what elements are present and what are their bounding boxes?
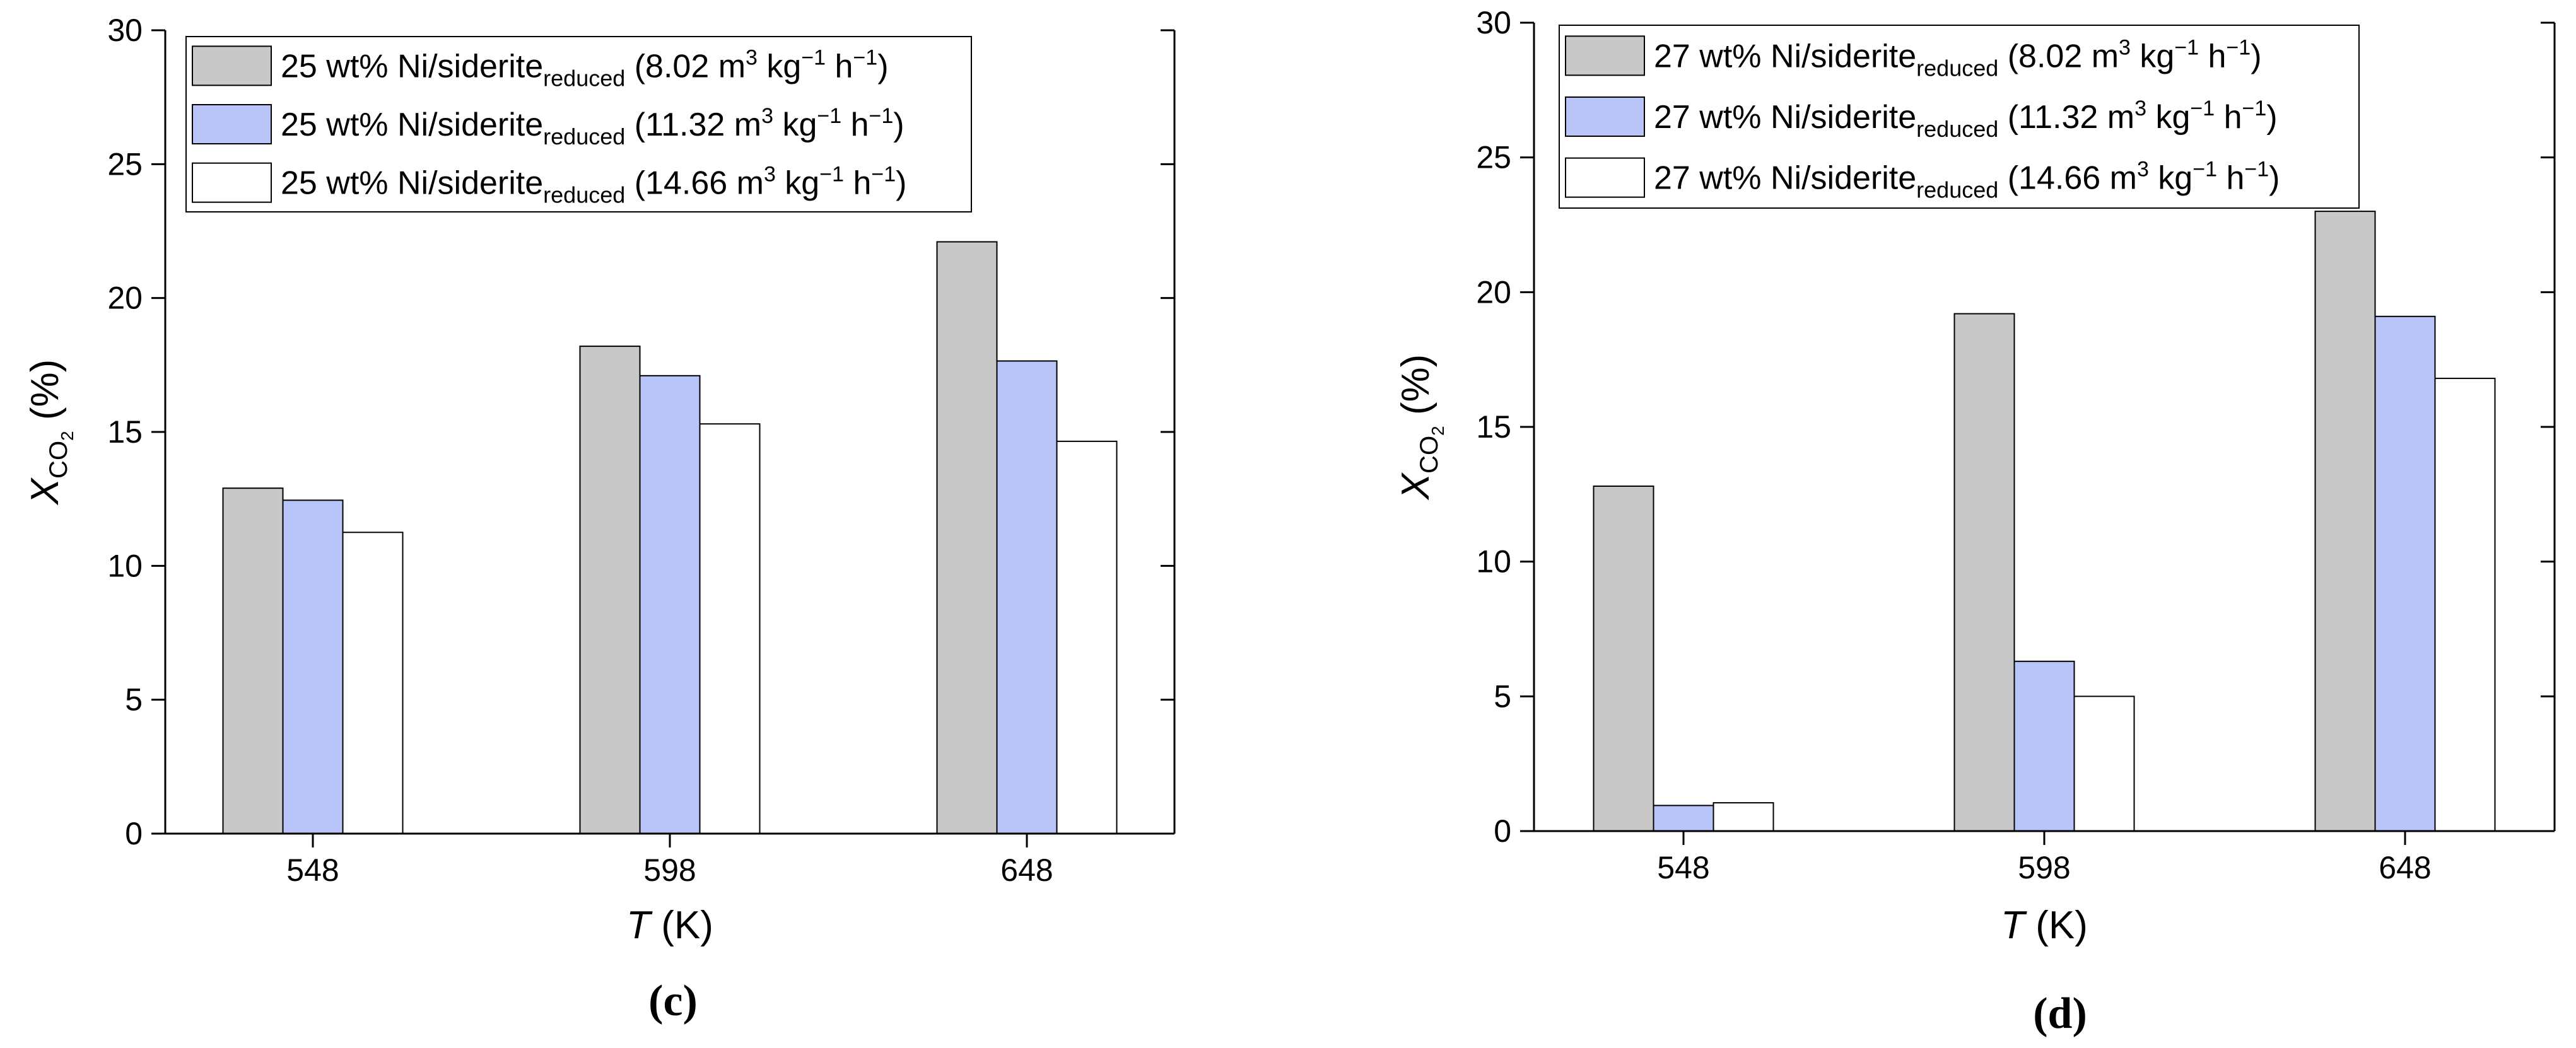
x-axis-unit: (K) xyxy=(661,904,713,947)
legend-entry-1: 27 wt% Ni/sideritereduced (8.02 m3 kg−1 … xyxy=(1654,35,2262,81)
legend-rate: 14.66 xyxy=(2018,160,2100,197)
x-tick-label: 548 xyxy=(1657,850,1709,885)
legend-swatch-3 xyxy=(1565,157,1645,198)
y-tick-label: 25 xyxy=(1476,140,1511,175)
legend-subscript: reduced xyxy=(543,182,625,208)
legend-swatch-2 xyxy=(1565,96,1645,137)
bar-series2-548 xyxy=(1653,805,1714,832)
chart-panel-0: 0 5 10 15 20 25 30 548 598 648 T (K) XCO2 (%) 25 wt%… xyxy=(23,13,1176,1025)
legend-rate: 8.02 xyxy=(645,48,709,84)
legend-rate: 8.02 xyxy=(2018,38,2082,74)
legend-subscript: reduced xyxy=(1916,55,1998,81)
legend: 25 wt% Ni/sideritereduced (8.02 m3 kg−1 … xyxy=(185,36,972,213)
y-tick-label: 15 xyxy=(1476,409,1511,445)
x-tick-label: 648 xyxy=(1000,853,1053,888)
legend-rate: 11.32 xyxy=(645,107,725,143)
y-axis-subscript: CO xyxy=(1415,436,1443,474)
y-tick-label: 30 xyxy=(1476,5,1511,40)
x-tick-label: 648 xyxy=(2379,850,2431,885)
bar-series1-648 xyxy=(936,241,998,834)
y-tick-label: 20 xyxy=(1476,274,1511,310)
legend-subscript: reduced xyxy=(543,124,625,149)
chart-panel-1: 0 5 10 15 20 25 30 548 598 648 T (K) XCO2 (%) 27 wt%… xyxy=(1394,5,2556,1038)
y-axis-unit: (%) xyxy=(23,359,67,420)
legend-catalyst: 27 wt% Ni/siderite xyxy=(1654,160,1916,197)
y-axis-symbol: X xyxy=(1394,472,1437,501)
bar-series3-648 xyxy=(2434,378,2496,832)
bar-series2-648 xyxy=(2374,315,2436,832)
x-axis-symbol: T xyxy=(626,904,653,947)
bar-series1-598 xyxy=(579,346,641,834)
legend-catalyst: 27 wt% Ni/siderite xyxy=(1654,38,1916,74)
legend-swatch-2 xyxy=(192,104,272,144)
y-axis-subsubscript: 2 xyxy=(1428,426,1448,436)
y-axis-unit: (%) xyxy=(1394,354,1437,415)
bar-series2-598 xyxy=(639,375,701,834)
legend-rate: 11.32 xyxy=(2018,99,2098,136)
y-tick-label: 5 xyxy=(1494,678,1511,714)
legend-entry-3: 27 wt% Ni/sideritereduced (14.66 m3 kg−1… xyxy=(1654,158,2280,203)
legend-box xyxy=(1559,25,2360,209)
bar-series3-598 xyxy=(2073,696,2135,832)
bar-series2-548 xyxy=(282,499,344,834)
legend-box xyxy=(185,36,972,213)
y-tick-label: 0 xyxy=(1494,813,1511,849)
y-tick-label: 10 xyxy=(1476,544,1511,579)
legend-entry-2: 25 wt% Ni/sideritereduced (11.32 m3 kg−1… xyxy=(281,104,905,149)
panel-label: (c) xyxy=(648,977,698,1025)
x-axis-label: T (K) xyxy=(2001,904,2088,947)
legend-entry-3: 25 wt% Ni/sideritereduced (14.66 m3 kg−1… xyxy=(281,163,906,208)
legend-entry-1: 25 wt% Ni/sideritereduced (8.02 m3 kg−1 … xyxy=(281,45,889,91)
y-axis-subsubscript: 2 xyxy=(57,431,77,441)
legend: 27 wt% Ni/sideritereduced (8.02 m3 kg−1 … xyxy=(1559,25,2360,209)
y-axis-label: XCO2 (%) xyxy=(1394,354,1448,501)
bar-series3-548 xyxy=(342,532,404,834)
y-tick-label: 15 xyxy=(107,414,143,450)
legend-swatch-1 xyxy=(1565,35,1645,76)
y-axis-label: XCO2 (%) xyxy=(23,359,77,506)
x-axis-label: T (K) xyxy=(626,904,713,947)
bar-series1-548 xyxy=(1593,486,1654,832)
bar-series1-548 xyxy=(222,487,284,834)
legend-catalyst: 25 wt% Ni/siderite xyxy=(281,165,543,202)
legend-subscript: reduced xyxy=(543,65,625,91)
bar-series2-598 xyxy=(2013,660,2075,832)
y-tick-label: 25 xyxy=(107,146,143,182)
legend-catalyst: 27 wt% Ni/siderite xyxy=(1654,99,1916,136)
bar-series1-648 xyxy=(2314,211,2376,832)
bar-series2-648 xyxy=(996,360,1058,834)
y-axis-symbol: X xyxy=(23,477,67,506)
x-axis-symbol: T xyxy=(2001,904,2027,947)
y-axis-subscript: CO xyxy=(45,441,73,479)
x-tick-label: 548 xyxy=(286,853,339,888)
x-axis-unit: (K) xyxy=(2035,904,2088,947)
legend-subscript: reduced xyxy=(1916,177,1998,203)
legend-swatch-1 xyxy=(192,45,272,86)
panel-label: (d) xyxy=(2033,989,2087,1038)
y-tick-label: 30 xyxy=(107,13,143,48)
y-tick-label: 20 xyxy=(107,281,143,316)
legend-catalyst: 25 wt% Ni/siderite xyxy=(281,48,543,84)
legend-entry-2: 27 wt% Ni/sideritereduced (11.32 m3 kg−1… xyxy=(1654,96,2278,142)
y-tick-label: 0 xyxy=(125,816,143,851)
y-tick-label: 10 xyxy=(107,548,143,583)
x-tick-label: 598 xyxy=(2018,850,2070,885)
bar-series1-598 xyxy=(1953,313,2015,832)
bar-series3-648 xyxy=(1056,440,1118,834)
bar-series3-598 xyxy=(699,423,761,834)
legend-catalyst: 25 wt% Ni/siderite xyxy=(281,107,543,143)
x-tick-label: 598 xyxy=(643,853,696,888)
legend-swatch-3 xyxy=(192,162,272,203)
legend-rate: 14.66 xyxy=(645,165,727,202)
bar-series3-548 xyxy=(1712,802,1774,832)
y-tick-label: 5 xyxy=(125,682,143,718)
legend-subscript: reduced xyxy=(1916,116,1998,142)
